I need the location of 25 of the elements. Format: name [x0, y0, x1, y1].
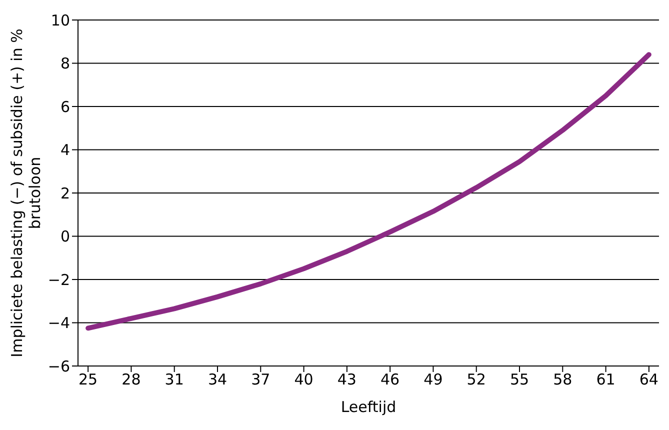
x-tick-label: 49: [424, 370, 443, 389]
y-tick-label: 4: [60, 141, 70, 160]
y-tick-label: 2: [60, 184, 70, 202]
y-tick-label: 6: [60, 98, 70, 116]
y-tick-label: −2: [48, 270, 70, 289]
y-tick-label: 10: [50, 11, 70, 30]
x-tick-label: 28: [122, 370, 141, 389]
y-axis-title: Impliciete belasting (−) of subsidie (+) in % brutoloon: [8, 28, 44, 358]
x-tick-label: 31: [164, 370, 184, 389]
x-tick-label: 58: [553, 370, 572, 389]
x-tick-label: 34: [208, 370, 228, 389]
x-tick-label: 40: [294, 370, 314, 389]
x-tick-label: 37: [251, 370, 270, 389]
y-tick-label: −6: [48, 357, 70, 376]
y-tick-label: −4: [48, 314, 70, 332]
y-tick-label: 8: [60, 54, 70, 73]
x-tick-label: 55: [510, 370, 530, 389]
x-tick-label: 46: [380, 370, 400, 389]
x-tick-label: 43: [337, 370, 356, 389]
x-tick-label: 64: [639, 370, 658, 389]
x-tick-label: 25: [78, 370, 98, 389]
x-axis-title: Leeftijd: [340, 398, 396, 416]
x-tick-label: 61: [596, 370, 616, 389]
x-tick-label: 52: [466, 370, 486, 389]
y-tick-label: 0: [60, 228, 70, 246]
